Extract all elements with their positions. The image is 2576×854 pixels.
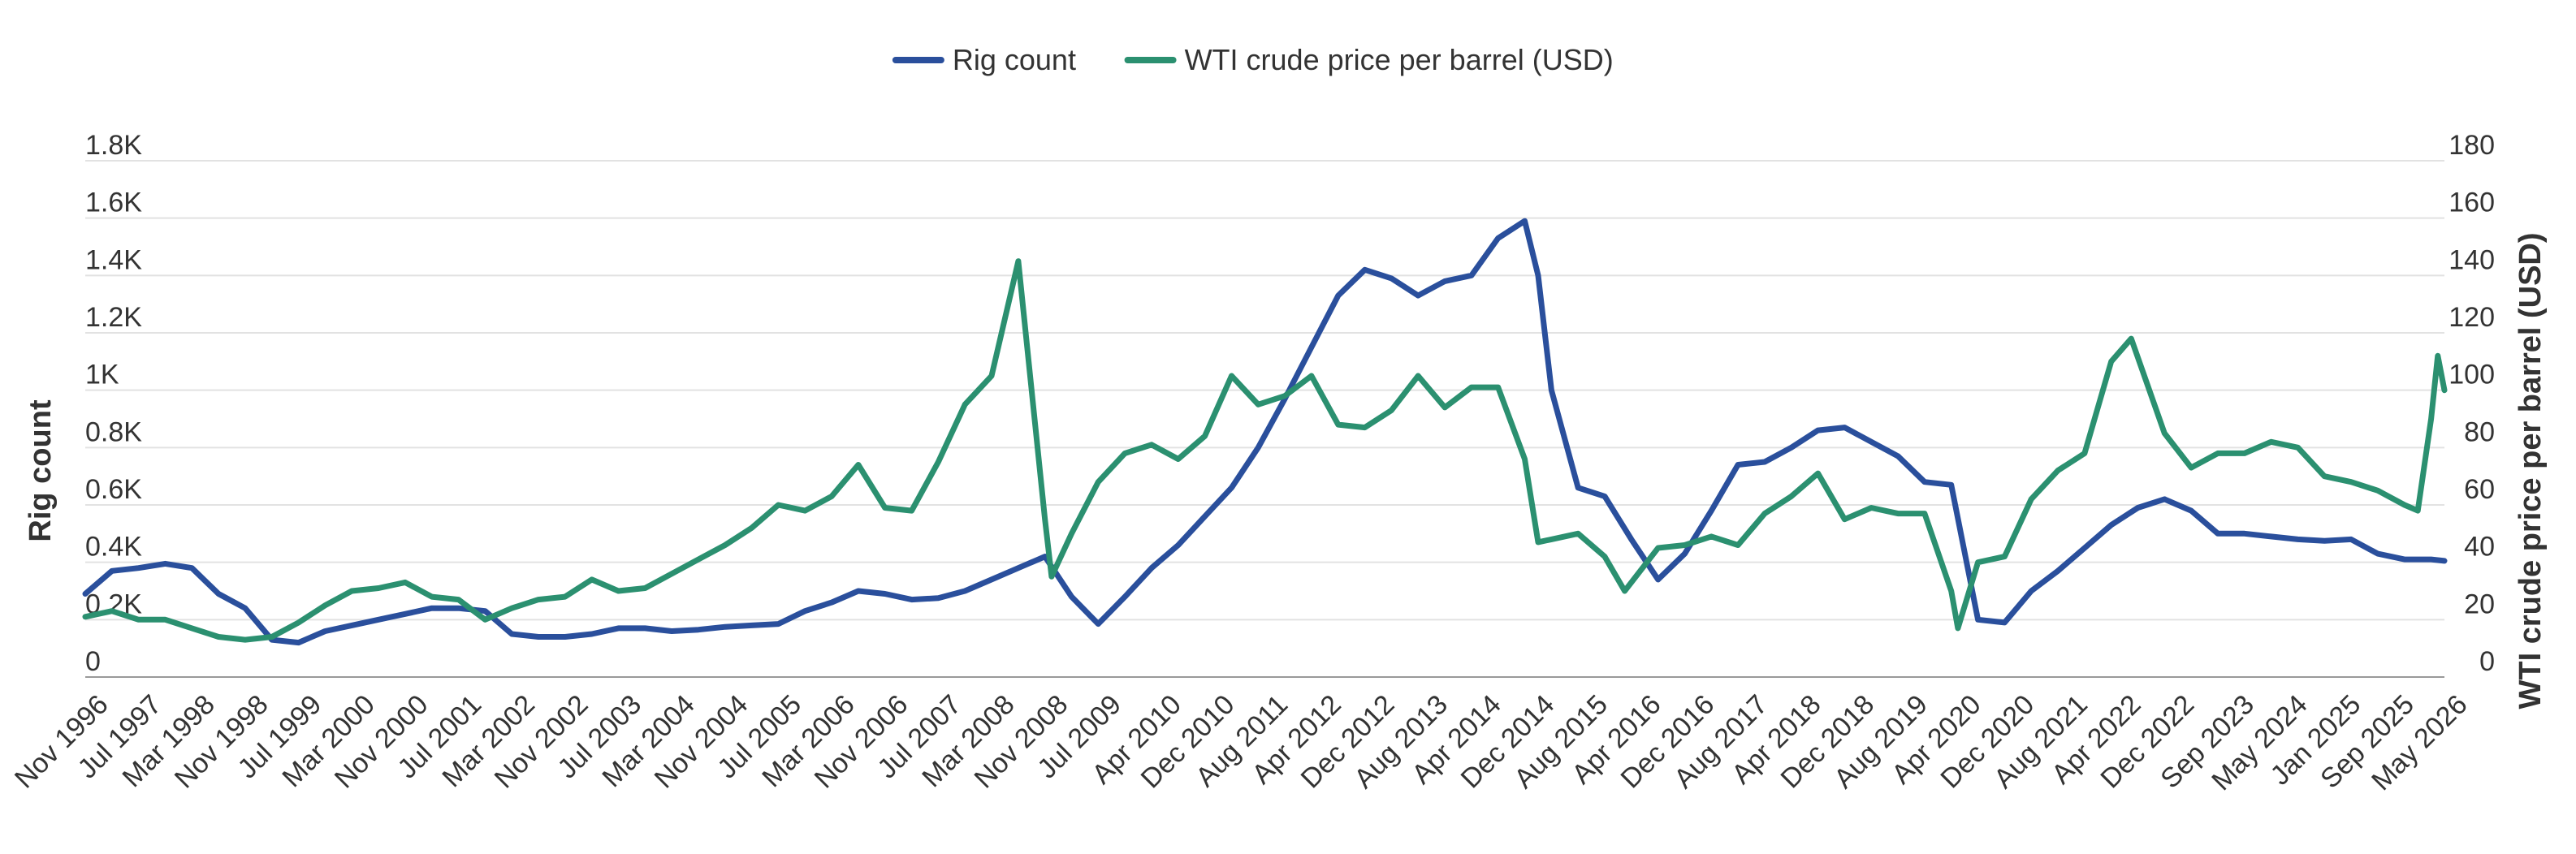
y-right-tick-label: 180 [2448,130,2495,161]
y-left-tick-label: 1.4K [85,244,142,275]
y-right-tick-label: 20 [2464,589,2495,619]
legend-label: Rig count [953,43,1076,76]
legend: Rig count WTI crude price per barrel (USD… [892,43,1614,76]
series-lines [82,218,2448,646]
y-left-tick-label: 1K [85,360,119,390]
y-right-tick-label: 0 [2479,646,2495,677]
y-right-tick-label: 100 [2448,360,2495,390]
y-left-tick-label: 0.8K [85,416,142,447]
series-line [82,258,2448,643]
y-left-tick-label: 0.6K [85,474,142,505]
y-right-tick-label: 60 [2464,474,2495,505]
y-left-tick-label: 0 [85,646,101,677]
y-right-tick-label: 120 [2448,302,2495,333]
y-right-tick-label: 140 [2448,244,2495,275]
y-right-tick-label: 40 [2464,532,2495,563]
y-axis-right-title: WTI crude price per barrel (USD) [2513,232,2548,709]
gridlines [85,160,2444,678]
y-right-tick-label: 160 [2448,188,2495,218]
y-left-tick-label: 1.6K [85,188,142,218]
y-right-tick-label: 80 [2464,416,2495,447]
y-axis-left-title: Rig count [24,399,58,542]
legend-label: WTI crude price per barrel (USD) [1185,43,1614,76]
y-left-tick-label: 1.2K [85,302,142,333]
y-left-tick-label: 1.8K [85,130,142,161]
y-axis-right-ticks: 0 20 40 60 80 100 120 140 160 180 [2448,130,2495,677]
y-left-tick-label: 0.4K [85,532,142,563]
